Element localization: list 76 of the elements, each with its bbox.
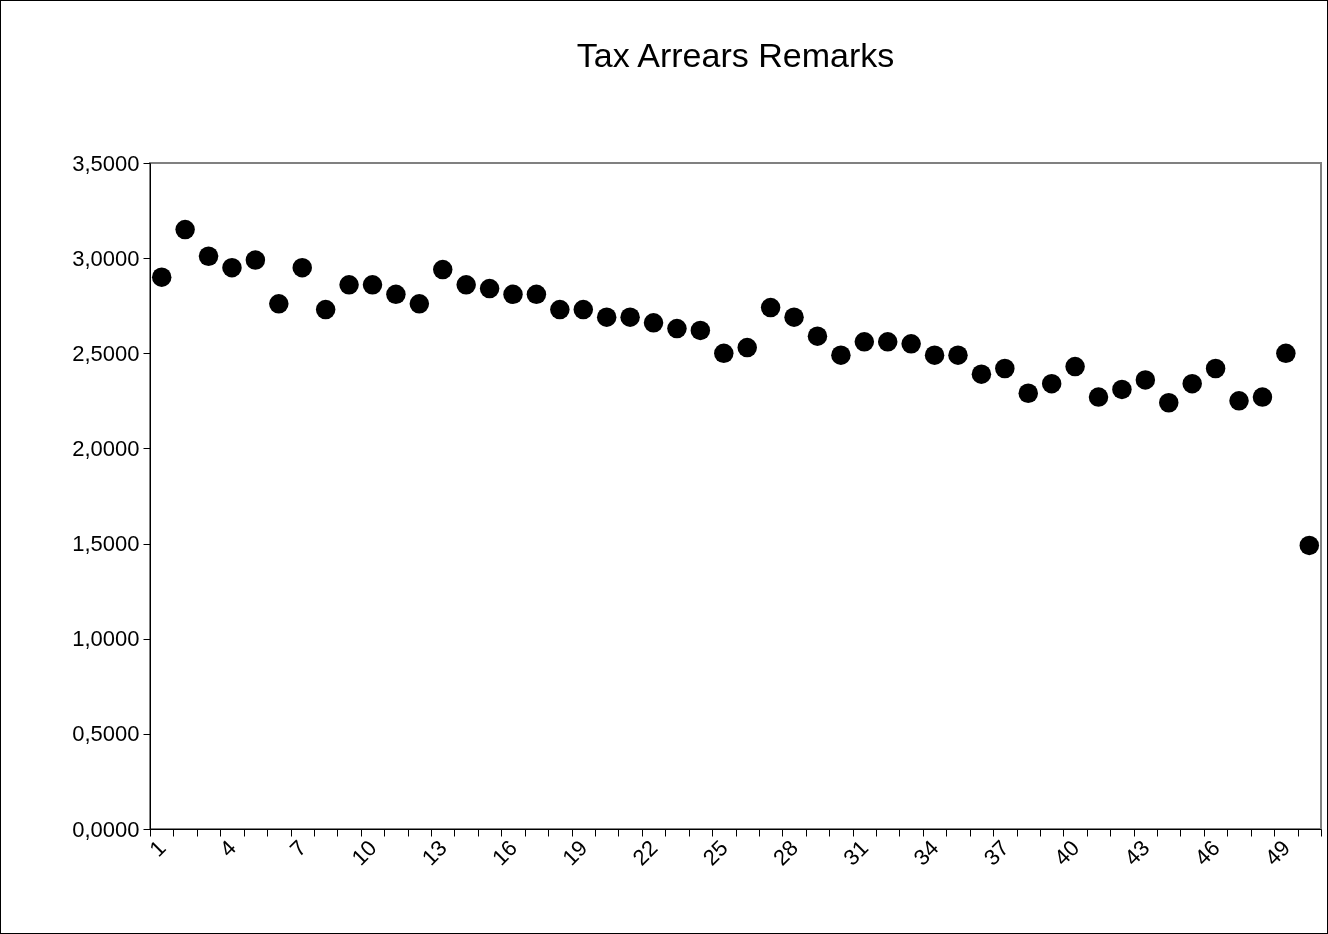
y-tick-label: 3,0000	[72, 245, 140, 271]
point	[339, 275, 359, 295]
chart-title: Tax Arrears Remarks	[576, 36, 895, 74]
point	[831, 345, 851, 365]
point	[1135, 370, 1156, 390]
point	[292, 257, 312, 278]
x-tick-label: 1	[144, 835, 171, 862]
point	[1205, 358, 1226, 379]
point	[901, 334, 921, 354]
point	[737, 337, 757, 358]
point	[971, 364, 992, 384]
point	[175, 219, 195, 240]
point	[1276, 343, 1296, 364]
point	[1041, 374, 1062, 394]
x-tick-label: 46	[1189, 835, 1225, 871]
x-tick-label: 43	[1119, 835, 1155, 871]
point	[1088, 387, 1109, 407]
x-tick-label: 28	[768, 835, 804, 871]
x-tick-label: 31	[838, 835, 874, 871]
point	[362, 275, 383, 295]
y-tick-label: 2,0000	[72, 435, 140, 461]
point	[315, 299, 336, 320]
point	[854, 332, 875, 352]
y-tick-label: 1,5000	[72, 531, 140, 557]
point	[409, 294, 430, 314]
x-tick-label: 25	[697, 835, 733, 871]
point	[573, 299, 594, 320]
y-tick-label: 0,5000	[72, 721, 140, 747]
point	[643, 313, 664, 333]
point	[456, 275, 476, 295]
point	[714, 343, 734, 364]
point	[948, 345, 968, 365]
x-tick-label: 7	[284, 835, 312, 862]
point	[479, 278, 500, 299]
point	[1182, 374, 1202, 394]
point	[1159, 393, 1179, 413]
x-tick-label: 40	[1049, 835, 1085, 871]
x-tick-label: 16	[487, 835, 522, 871]
point	[995, 358, 1015, 379]
point	[1229, 391, 1249, 411]
x-tick-label: 4	[214, 835, 241, 862]
y-tick-label: 0,0000	[72, 816, 140, 842]
point	[269, 294, 289, 314]
point	[526, 284, 547, 305]
point	[620, 307, 640, 327]
y-tick-label: 2,5000	[72, 340, 140, 366]
point	[503, 284, 523, 305]
x-tick-label: 34	[908, 835, 944, 871]
x-tick-label: 10	[346, 835, 382, 871]
point	[690, 320, 711, 341]
point	[433, 259, 453, 280]
x-tick-label: 13	[416, 835, 452, 871]
point	[245, 250, 266, 270]
x-tick-label: 19	[557, 835, 593, 871]
point	[760, 297, 781, 318]
point	[1018, 383, 1038, 403]
point	[667, 318, 687, 339]
point	[1065, 356, 1085, 377]
point	[198, 246, 219, 266]
point	[596, 307, 617, 327]
point	[1112, 379, 1132, 400]
x-tick-label: 37	[978, 835, 1014, 871]
point	[1252, 387, 1273, 407]
y-tick-label: 1,0000	[72, 626, 140, 652]
point	[550, 299, 570, 320]
point	[222, 257, 242, 278]
y-tick-label: 3,5000	[72, 150, 140, 176]
point	[877, 332, 898, 352]
x-tick-label: 22	[627, 835, 663, 871]
point	[784, 307, 804, 327]
point	[386, 284, 406, 305]
point	[151, 267, 172, 287]
point	[1299, 535, 1320, 556]
point	[807, 326, 828, 346]
point	[924, 345, 945, 365]
x-tick-label: 49	[1259, 835, 1295, 871]
